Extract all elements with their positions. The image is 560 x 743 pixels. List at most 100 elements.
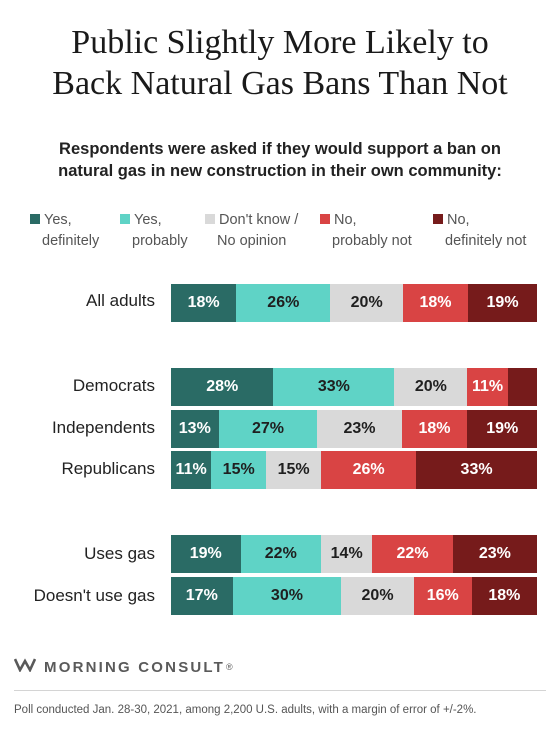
legend-item-no-probably-not: No, probably not	[320, 210, 412, 252]
bar-value-label: 20%	[414, 378, 447, 395]
title-line-1: Public Slightly More Likely to	[71, 24, 489, 61]
bar-value-label: 23%	[343, 420, 376, 437]
chart-title: Public Slightly More Likely to Back Natu…	[0, 22, 560, 104]
registered-mark: ®	[226, 662, 233, 672]
bar-value-label: 15%	[222, 461, 255, 478]
legend: Yes, definitely Yes, probably Don't know…	[0, 210, 560, 254]
bar-segment: 18%	[401, 410, 468, 448]
legend-item-yes-probably: Yes, probably	[120, 210, 188, 252]
bar-value-label: 26%	[267, 294, 300, 311]
chart-subtitle: Respondents were asked if they would sup…	[20, 138, 540, 182]
row-label-uses-gas: Uses gas	[84, 544, 155, 563]
legend-label: No,	[447, 212, 470, 228]
morning-consult-logo-icon	[13, 657, 37, 677]
row-label-republicans: Republicans	[61, 459, 155, 478]
legend-label: probably	[132, 233, 188, 249]
bar-segment: 27%	[218, 410, 318, 448]
bar-value-label: 23%	[478, 545, 511, 562]
bar-row-independents: 13% 27% 23% 18% 19%	[171, 410, 537, 448]
bar-segment: 15%	[266, 451, 322, 489]
bar-segment: 28%	[171, 368, 274, 406]
bar-value-label: 18%	[419, 294, 452, 311]
bar-value-label: 30%	[270, 587, 303, 604]
row-label-doesnt-use-gas: Doesn't use gas	[33, 586, 155, 605]
legend-label: No opinion	[217, 233, 287, 249]
bar-value-label: 14%	[330, 545, 363, 562]
bar-value-label: 19%	[189, 545, 222, 562]
legend-label: definitely not	[445, 233, 527, 249]
bar-row-all-adults: 18% 26% 20% 18% 19%	[171, 284, 537, 322]
bar-value-label: 20%	[361, 587, 394, 604]
brand-name: MORNING CONSULT	[44, 658, 226, 676]
bar-value-label: 16%	[426, 587, 459, 604]
row-label-independents: Independents	[51, 418, 155, 437]
bar-value-label: 19%	[486, 294, 519, 311]
bar-value-label: 18%	[418, 420, 451, 437]
bar-segment: 16%	[413, 577, 472, 615]
footer-divider	[14, 690, 546, 691]
legend-swatch	[433, 214, 443, 224]
bar-value-label: 13%	[178, 420, 211, 437]
bar-segment: 33%	[416, 451, 537, 489]
bar-segment: 19%	[171, 535, 241, 573]
bar-value-label: 26%	[352, 461, 385, 478]
bar-value-label: 22%	[264, 545, 297, 562]
legend-swatch	[30, 214, 40, 224]
bar-row-republicans: 11% 15% 15% 26% 33%	[171, 451, 537, 489]
bar-segment: 17%	[171, 577, 233, 615]
title-line-2: Back Natural Gas Bans Than Not	[52, 65, 508, 102]
bar-value-label: 17%	[185, 587, 218, 604]
subtitle-line-1: Respondents were asked if they would sup…	[59, 140, 501, 158]
bar-segment: 20%	[330, 284, 403, 322]
bar-row-democrats: 28% 33% 20% 11%	[171, 368, 537, 406]
bar-segment: 14%	[321, 535, 373, 573]
bar-segment: 19%	[467, 410, 537, 448]
bar-value-label: 33%	[317, 378, 350, 395]
subtitle-line-2: natural gas in new construction in their…	[58, 162, 502, 180]
legend-swatch	[120, 214, 130, 224]
legend-item-dont-know: Don't know / No opinion	[205, 210, 298, 252]
legend-label: Yes,	[44, 212, 72, 228]
legend-item-no-definitely-not: No, definitely not	[433, 210, 526, 252]
bar-value-label: 18%	[187, 294, 220, 311]
bar-segment: 11%	[467, 368, 508, 406]
bar-segment: 26%	[321, 451, 417, 489]
bar-value-label: 28%	[206, 378, 239, 395]
bar-segment: 11%	[171, 451, 212, 489]
bar-segment: 30%	[232, 577, 342, 615]
bar-value-label: 11%	[471, 378, 504, 395]
row-label-all-adults: All adults	[86, 291, 155, 310]
bar-segment: 23%	[317, 410, 402, 448]
bar-segment: 20%	[394, 368, 468, 406]
bar-value-label: 22%	[396, 545, 429, 562]
bar-value-label: 19%	[486, 420, 519, 437]
bar-segment: 22%	[240, 535, 322, 573]
bar-value-label: 20%	[350, 294, 383, 311]
bar-value-label: 18%	[488, 587, 521, 604]
legend-label: Yes,	[134, 212, 162, 228]
bar-value-label: 15%	[277, 461, 310, 478]
legend-label: probably not	[332, 233, 412, 249]
bar-segment: 20%	[341, 577, 414, 615]
bar-segment: 23%	[452, 535, 537, 573]
brand-logo: MORNING CONSULT ®	[13, 657, 233, 677]
legend-label: Don't know /	[219, 212, 299, 228]
bar-segment: 26%	[236, 284, 331, 322]
bar-segment: 19%	[468, 284, 537, 322]
footnote: Poll conducted Jan. 28-30, 2021, among 2…	[14, 704, 477, 716]
bar-value-label: 27%	[251, 420, 284, 437]
legend-label: No,	[334, 212, 357, 228]
bar-row-doesnt-use-gas: 17% 30% 20% 16% 18%	[171, 577, 537, 615]
bar-segment: 15%	[211, 451, 267, 489]
bar-segment: 13%	[171, 410, 219, 448]
bar-value-label: 33%	[460, 461, 493, 478]
bar-segment: 18%	[402, 284, 469, 322]
bar-row-uses-gas: 19% 22% 14% 22% 23%	[171, 535, 537, 573]
legend-item-yes-definitely: Yes, definitely	[30, 210, 99, 252]
legend-swatch	[205, 214, 215, 224]
bar-segment	[507, 368, 537, 406]
legend-swatch	[320, 214, 330, 224]
legend-label: definitely	[42, 233, 100, 249]
bar-segment: 18%	[471, 577, 537, 615]
row-label-democrats: Democrats	[72, 376, 155, 395]
